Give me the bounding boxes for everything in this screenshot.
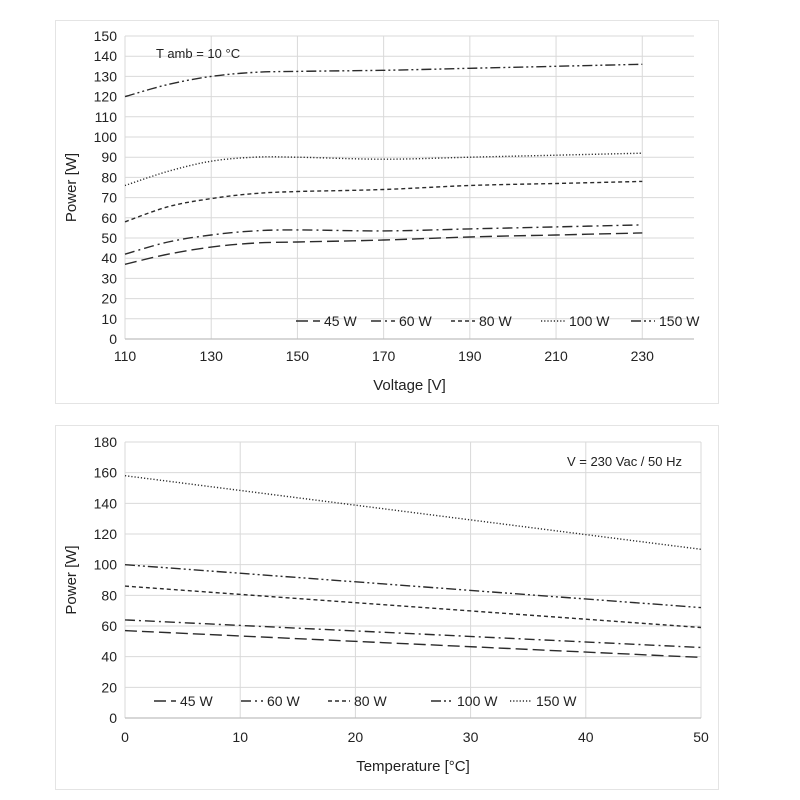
- x-tick-label: 210: [544, 348, 568, 364]
- x-tick-label: 150: [286, 348, 310, 364]
- x-tick-label: 50: [693, 729, 709, 745]
- y-tick-label: 120: [94, 89, 118, 105]
- y-tick-label: 40: [101, 250, 117, 266]
- x-tick-label: 40: [578, 729, 594, 745]
- legend-label-150w: 150 W: [536, 693, 577, 709]
- y-tick-label: 80: [101, 587, 117, 603]
- y-tick-label: 160: [94, 465, 118, 481]
- tick-labels: 0 10 20 30 40 50 60 70 80 90 100 110 120 130 140 150 110…: [94, 28, 655, 364]
- legend-label-80w: 80 W: [479, 313, 512, 329]
- legend-label-150w: 150 W: [659, 313, 700, 329]
- series-line-45w: [124, 629, 702, 659]
- series-lines: [124, 63, 643, 265]
- gridlines: [124, 441, 702, 719]
- legend: 45 W 60 W 80 W 100 W 150 W: [296, 313, 700, 329]
- series-line-100w: [124, 152, 643, 187]
- legend-label-60w: 60 W: [399, 313, 432, 329]
- voltage-power-chart: 0 10 20 30 40 50 60 70 80 90 100 110 120 130 140 150 110…: [63, 28, 700, 394]
- series-line-45w: [124, 232, 643, 265]
- x-tick-label: 10: [232, 729, 248, 745]
- legend-label-80w: 80 W: [354, 693, 387, 709]
- x-tick-label: 190: [458, 348, 482, 364]
- y-tick-label: 80: [101, 169, 117, 185]
- legend-label-100w: 100 W: [569, 313, 610, 329]
- chart-panel-temperature: 0 20 40 60 80 100 120 140 160 180 0 10 20 30 40 50 Tempe…: [55, 425, 719, 790]
- legend-label-60w: 60 W: [267, 693, 300, 709]
- y-axis-label: Power [W]: [63, 153, 80, 222]
- y-tick-label: 20: [101, 679, 117, 695]
- tick-labels: 0 20 40 60 80 100 120 140 160 180 0 10 20 30 40 50: [94, 434, 709, 745]
- y-tick-label: 180: [94, 434, 118, 450]
- y-tick-label: 100: [94, 557, 118, 573]
- y-tick-label: 90: [101, 149, 117, 165]
- temperature-power-chart: 0 20 40 60 80 100 120 140 160 180 0 10 20 30 40 50 Tempe…: [63, 434, 709, 775]
- y-tick-label: 120: [94, 526, 118, 542]
- legend-label-100w: 100 W: [457, 693, 498, 709]
- y-tick-label: 150: [94, 28, 118, 44]
- x-tick-label: 130: [200, 348, 224, 364]
- y-tick-label: 140: [94, 495, 118, 511]
- y-tick-label: 40: [101, 649, 117, 665]
- series-lines: [124, 475, 702, 659]
- x-tick-label: 30: [463, 729, 479, 745]
- y-tick-label: 60: [101, 618, 117, 634]
- chart-annotation: T amb = 10 °C: [156, 46, 240, 61]
- series-line-60w: [124, 224, 643, 255]
- x-tick-label: 170: [372, 348, 396, 364]
- y-tick-label: 100: [94, 129, 118, 145]
- series-line-100w: [124, 564, 702, 609]
- y-tick-label: 140: [94, 48, 118, 64]
- x-tick-label: 20: [348, 729, 364, 745]
- y-tick-label: 60: [101, 210, 117, 226]
- y-tick-label: 50: [101, 230, 117, 246]
- y-tick-label: 110: [95, 109, 118, 125]
- y-axis-label: Power [W]: [63, 545, 80, 614]
- y-tick-label: 0: [109, 331, 117, 347]
- y-tick-label: 10: [101, 311, 117, 327]
- x-axis-label: Temperature [°C]: [356, 758, 470, 775]
- gridlines: [124, 35, 694, 340]
- y-tick-label: 70: [101, 190, 117, 206]
- x-axis-label: Voltage [V]: [373, 377, 446, 394]
- x-tick-label: 230: [631, 348, 655, 364]
- series-line-80w: [124, 180, 643, 223]
- legend: 45 W 60 W 80 W 100 W 150 W: [154, 693, 577, 709]
- chart-panel-voltage: 0 10 20 30 40 50 60 70 80 90 100 110 120 130 140 150 110…: [55, 20, 719, 404]
- series-line-60w: [124, 619, 702, 649]
- y-tick-label: 0: [109, 710, 117, 726]
- legend-label-45w: 45 W: [324, 313, 357, 329]
- series-line-150w: [124, 63, 643, 98]
- y-tick-label: 20: [101, 291, 117, 307]
- legend-label-45w: 45 W: [180, 693, 213, 709]
- x-tick-label: 0: [121, 729, 129, 745]
- chart-annotation: V = 230 Vac / 50 Hz: [567, 454, 682, 469]
- series-line-80w: [124, 585, 702, 629]
- y-tick-label: 130: [94, 68, 118, 84]
- y-tick-label: 30: [101, 270, 117, 286]
- series-line-150w: [124, 475, 702, 550]
- x-tick-label: 110: [114, 348, 137, 364]
